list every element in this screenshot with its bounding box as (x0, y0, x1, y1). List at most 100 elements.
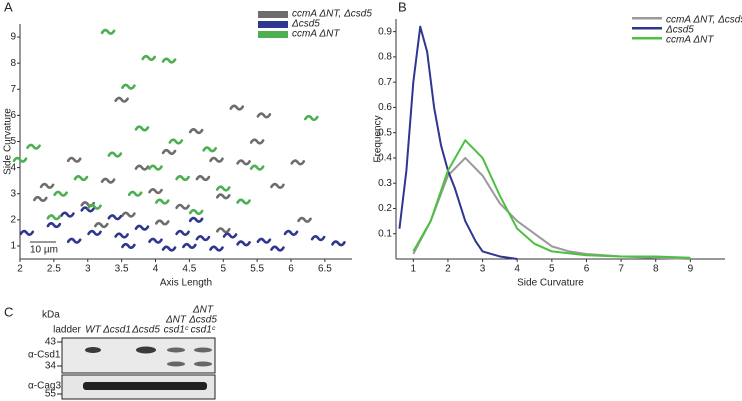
cell (270, 182, 285, 189)
cell (195, 175, 211, 182)
x-tick-label: 3 (85, 264, 91, 275)
y-tick-label: 5 (10, 136, 16, 147)
cell (236, 240, 251, 247)
legend-label: ccmA ΔNT (666, 35, 714, 46)
line (398, 25, 518, 260)
cell (215, 185, 231, 192)
cell (134, 164, 150, 171)
lane-label: Δcsd5 (188, 315, 217, 326)
legend-swatch (258, 31, 288, 38)
y-tick-label: 0.6 (378, 102, 392, 113)
cell (73, 175, 89, 182)
cell (121, 242, 136, 249)
x-tick-label: 6 (584, 264, 590, 275)
cell (161, 245, 177, 252)
cell (161, 57, 177, 64)
cell (161, 148, 177, 155)
marker-label: 55 (45, 389, 57, 400)
x-tick-label: 9 (688, 264, 694, 275)
cell (134, 125, 150, 132)
band (194, 361, 212, 367)
cell (33, 195, 48, 202)
cell (236, 198, 251, 205)
x-tick-label: 6.5 (318, 264, 332, 275)
x-tick-label: 5 (220, 264, 226, 275)
cell (134, 224, 150, 231)
lane-label: ΔNT (192, 305, 214, 316)
x-tick-label: 7 (618, 264, 624, 275)
cell (154, 219, 170, 226)
cell (100, 177, 116, 184)
lane-label: Δcsd1 (102, 325, 131, 336)
x-axis-title: Axis Length (160, 278, 212, 289)
cell (195, 235, 211, 242)
cell (209, 156, 224, 163)
lane-label: ladder (53, 325, 81, 336)
cell (229, 104, 245, 111)
cell (202, 146, 218, 153)
y-tick-label: 0.1 (378, 228, 392, 239)
line (412, 139, 691, 259)
legend-swatch (632, 27, 662, 30)
y-tick-label: 0.5 (378, 127, 392, 138)
x-axis-title: Side Curvature (517, 278, 584, 289)
x-tick-label: 5 (549, 264, 555, 275)
x-tick-label: 4 (514, 264, 520, 275)
cell (188, 216, 204, 223)
cell (215, 193, 231, 200)
bands (83, 346, 212, 390)
cell (87, 229, 102, 236)
cell (304, 114, 319, 122)
blot-box (61, 337, 216, 374)
row-label: α-Csd1 (28, 350, 61, 361)
cell (121, 83, 136, 90)
cell (182, 242, 197, 249)
y-axis-title: Frequency (373, 115, 384, 162)
y-tick-label: 0.2 (378, 203, 392, 214)
panel-label: C (4, 304, 13, 319)
band (194, 347, 212, 353)
cell (236, 159, 251, 166)
cell (256, 237, 272, 244)
cell (12, 156, 28, 163)
lane-label: csd1ᶜ (191, 325, 216, 336)
cell (283, 229, 299, 236)
cell (46, 222, 62, 229)
cell (19, 229, 35, 236)
cell (215, 227, 231, 234)
x-tick-label: 2 (445, 264, 451, 275)
cell (60, 211, 75, 218)
legend-swatch (258, 11, 288, 18)
cell (121, 211, 136, 218)
cell (154, 198, 170, 205)
x-tick-label: 5.5 (250, 264, 264, 275)
x-tick-label: 2 (17, 264, 23, 275)
cell (100, 28, 116, 35)
cell (141, 54, 157, 61)
x-tick-label: 4.5 (182, 264, 196, 275)
cell (148, 237, 163, 244)
legend-swatch (632, 37, 662, 40)
legend-swatch (632, 17, 662, 20)
cell (39, 182, 55, 189)
band (83, 382, 207, 390)
x-tick-label: 1 (411, 264, 417, 275)
cell (148, 164, 163, 171)
cell (290, 159, 306, 166)
x-tick-label: 8 (653, 264, 659, 275)
legend-label: Δcsd5 (665, 25, 694, 36)
cell (310, 235, 326, 242)
y-tick-label: 0.7 (378, 77, 392, 88)
cell (107, 151, 123, 158)
cell (114, 232, 129, 239)
lane-label: WT (85, 325, 101, 336)
cell (175, 203, 190, 210)
cell (331, 240, 346, 247)
legend-swatch (258, 21, 288, 28)
legend-label: ccmA ΔNT, Δcsd5 (666, 15, 742, 26)
cell (297, 216, 312, 223)
cell (256, 112, 272, 119)
cell (127, 190, 143, 197)
legend-label: ccmA ΔNT, Δcsd5 (292, 9, 372, 20)
